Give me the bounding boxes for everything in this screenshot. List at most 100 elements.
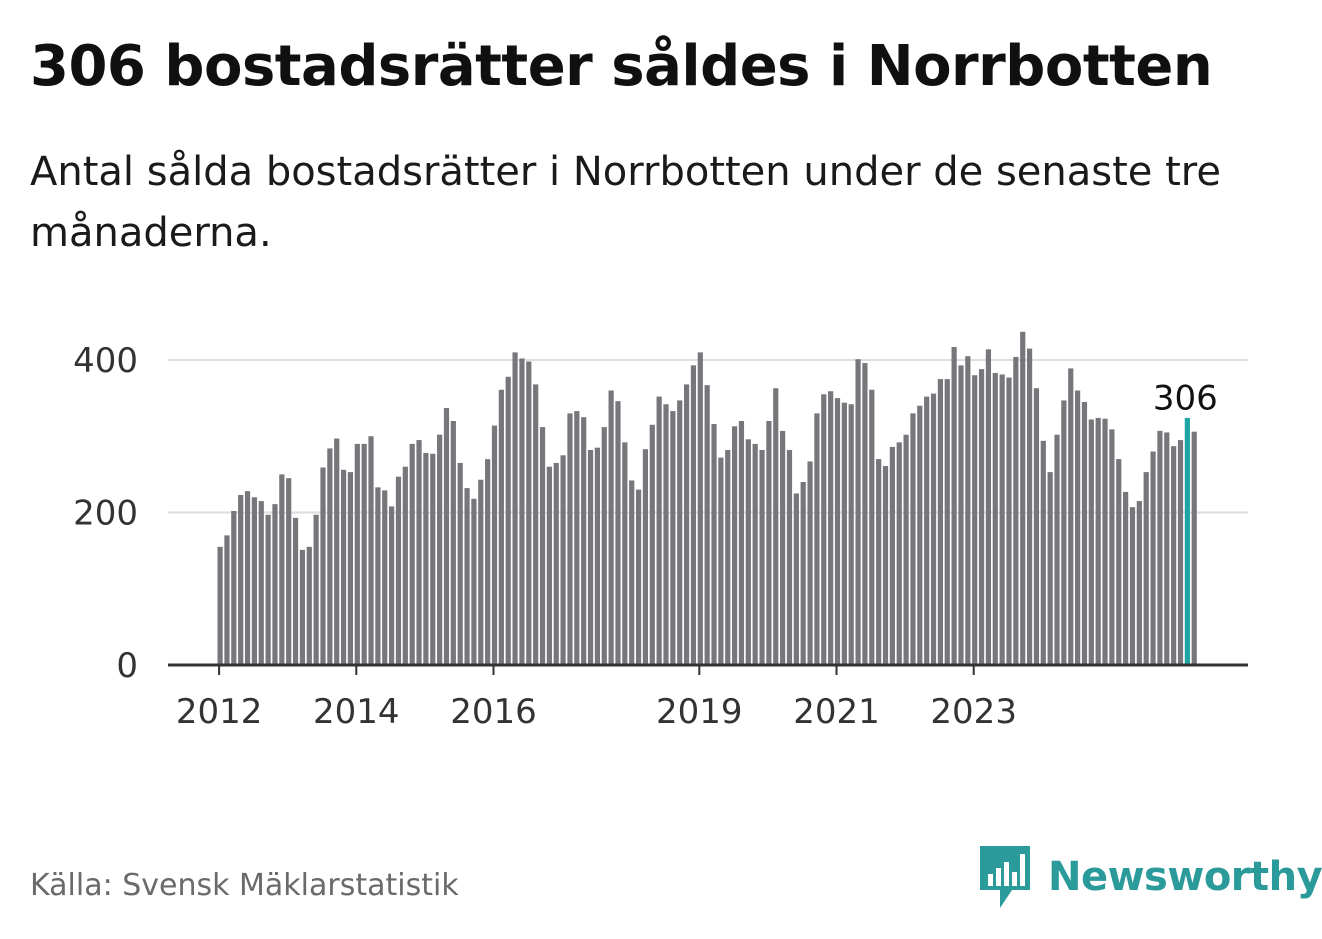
bar: [622, 442, 628, 665]
bar: [670, 411, 676, 665]
bar: [1191, 431, 1197, 665]
bar: [869, 389, 875, 665]
bar: [1102, 418, 1108, 665]
bar: [546, 466, 552, 665]
bar: [409, 443, 415, 665]
bar: [786, 449, 793, 665]
bar: [395, 476, 402, 665]
bar: [1157, 430, 1163, 665]
bar: [478, 479, 484, 665]
bar: [1123, 491, 1129, 665]
bar: [677, 400, 683, 665]
bar: [1136, 501, 1142, 665]
bar: [1095, 417, 1101, 665]
x-tick-label: 2014: [313, 692, 400, 732]
bar: [828, 391, 834, 665]
bar: [718, 457, 724, 665]
source-credit: Källa: Svensk Mäklarstatistik: [30, 868, 459, 903]
highlight-value-label: 306: [1153, 379, 1218, 419]
bar: [1109, 429, 1115, 665]
bar: [807, 461, 813, 665]
bar: [1143, 472, 1149, 665]
bar: [560, 455, 566, 665]
bar: [958, 365, 964, 665]
bar: [574, 411, 580, 665]
bar: [1116, 459, 1122, 665]
x-tick-label: 2012: [176, 692, 263, 732]
bar: [1164, 432, 1170, 665]
bar: [848, 404, 854, 665]
bar: [347, 472, 354, 665]
bar: [697, 352, 703, 665]
bar: [375, 487, 381, 665]
bar: [711, 424, 717, 665]
bar: [217, 546, 223, 665]
y-tick-label: 200: [73, 494, 138, 534]
bar: [1026, 348, 1033, 665]
bar: [258, 501, 264, 665]
bar: [244, 491, 251, 665]
bar: [402, 466, 408, 665]
brand-logo[interactable]: Newsworthy: [980, 846, 1322, 908]
bar: [368, 436, 374, 665]
bar: [491, 425, 498, 665]
bar: [587, 449, 594, 665]
bar: [978, 369, 985, 665]
bar: [773, 388, 779, 665]
bar: [1006, 377, 1012, 665]
bar: [1081, 401, 1088, 665]
bar: [924, 396, 930, 665]
bar: [882, 465, 889, 665]
y-tick-label: 400: [73, 341, 138, 381]
bar: [855, 359, 861, 665]
bar: [354, 443, 360, 665]
bar: [533, 384, 539, 665]
brand-name: Newsworthy: [1048, 854, 1322, 900]
bar: [903, 434, 909, 665]
bar: [759, 449, 765, 665]
bar: [361, 443, 367, 665]
bar: [505, 376, 511, 665]
bar: [265, 514, 271, 665]
bar: [985, 349, 992, 665]
bar: [642, 449, 649, 665]
bar: [834, 398, 841, 665]
bar: [992, 372, 998, 665]
bar: [443, 408, 450, 665]
bar: [944, 379, 950, 665]
bar: [752, 443, 758, 665]
bar: [279, 474, 285, 665]
bar: [340, 469, 347, 665]
bar: [320, 467, 326, 665]
bar: [841, 402, 847, 665]
bar: [1088, 419, 1094, 665]
bar: [594, 447, 600, 665]
bar: [1047, 472, 1053, 665]
bar: [649, 424, 655, 665]
bar: [553, 462, 559, 665]
bar: [635, 489, 642, 665]
bar: [999, 374, 1005, 665]
x-tick-label: 2016: [450, 692, 537, 732]
bar: [526, 361, 532, 665]
chart-subtitle: Antal sålda bostadsrätter i Norrbotten u…: [30, 149, 1221, 256]
bar: [814, 413, 820, 665]
bar: [725, 449, 731, 665]
bar: [416, 440, 422, 665]
highlight-bar: [1184, 417, 1190, 665]
bar: [937, 379, 943, 665]
bar: [1013, 356, 1019, 665]
bar: [663, 404, 669, 665]
bar: [876, 459, 882, 665]
bar: [821, 394, 827, 665]
bar: [1033, 388, 1040, 665]
bar: [951, 347, 957, 665]
bar: [334, 438, 340, 665]
bar: [286, 478, 292, 665]
bar: [1171, 446, 1177, 665]
bar: [485, 459, 491, 665]
bar: [567, 413, 573, 665]
bar: [738, 421, 745, 665]
bar: [430, 453, 436, 665]
bar: [231, 510, 237, 665]
